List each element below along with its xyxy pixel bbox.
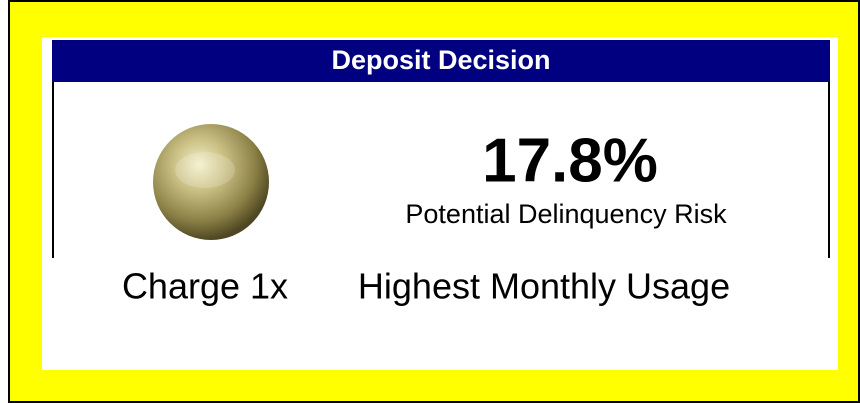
panel-title: Deposit Decision	[331, 45, 550, 75]
orb-highlight	[175, 152, 235, 188]
risk-label: Potential Delinquency Risk	[405, 199, 727, 229]
panel-header	[52, 40, 830, 82]
recommendation-prefix: Charge 1x	[122, 266, 288, 307]
status-orb	[153, 124, 269, 240]
recommendation: Highest Monthly Usage	[358, 266, 730, 307]
risk-value: 17.8%	[482, 126, 658, 195]
